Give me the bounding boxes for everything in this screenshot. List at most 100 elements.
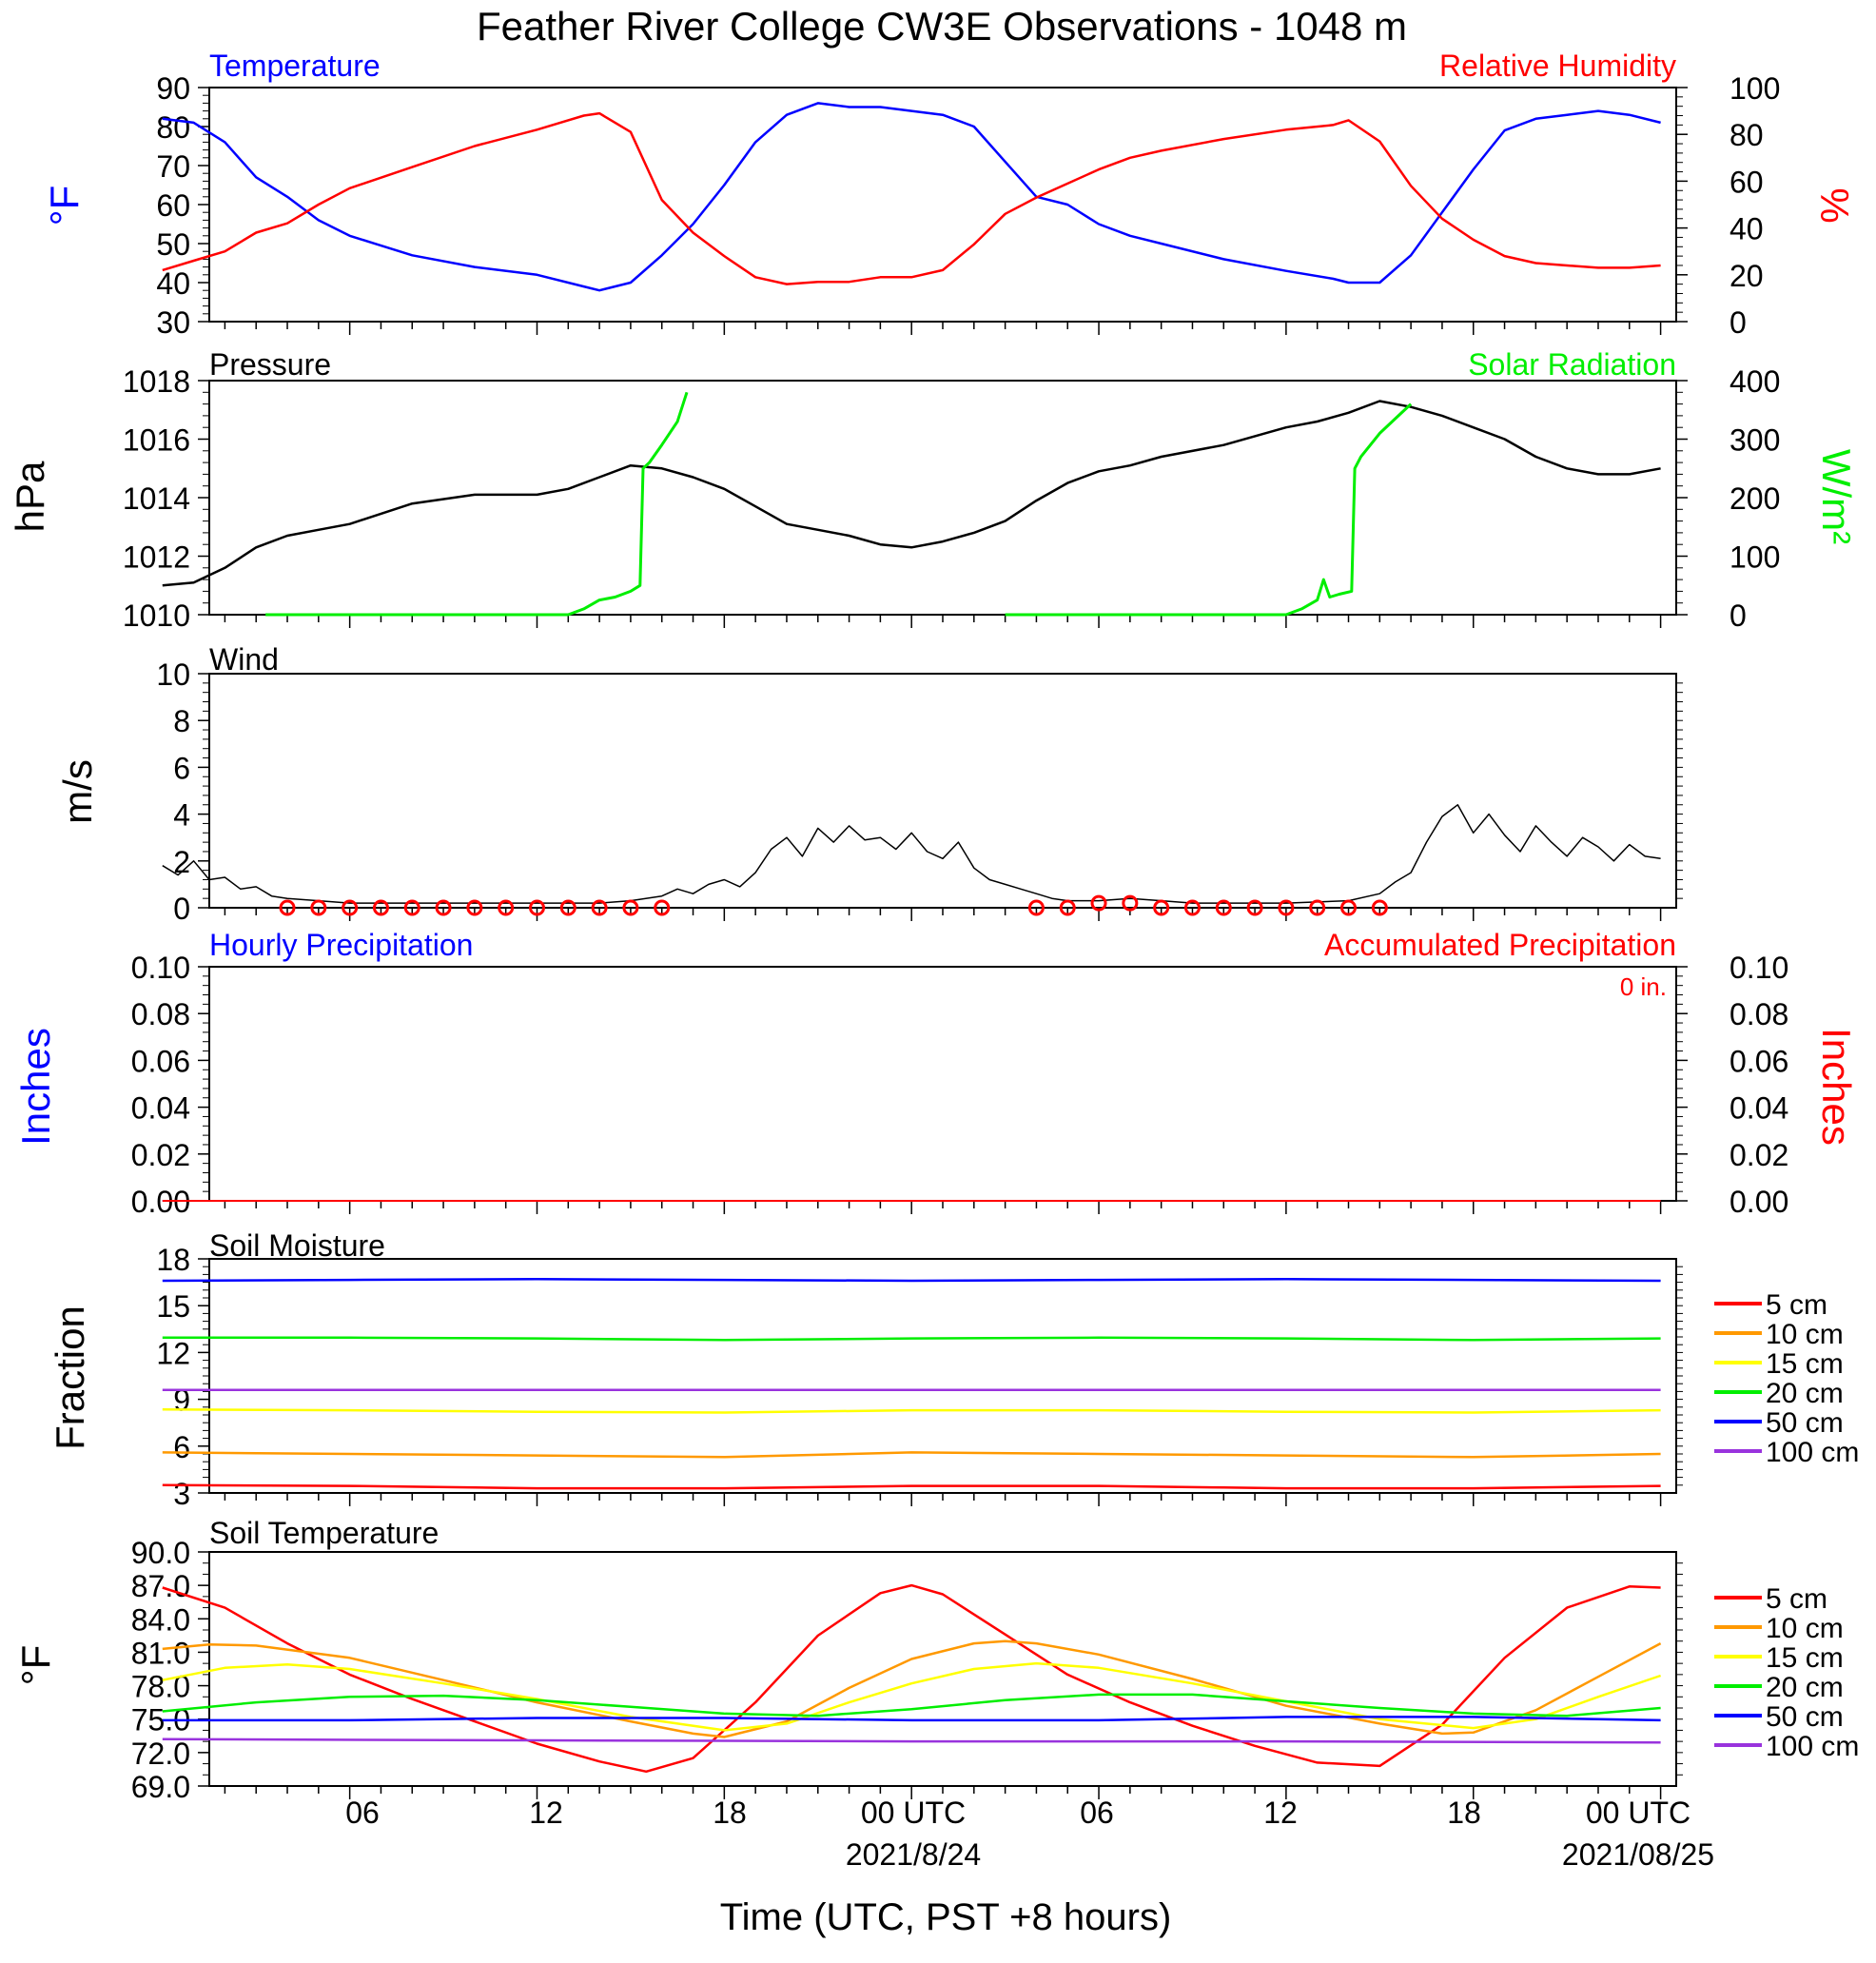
- precip-ytick-label-right: 0.10: [1729, 951, 1788, 985]
- calm-wind-marker: [435, 899, 452, 916]
- soil-temp-legend-label: 10 cm: [1766, 1613, 1844, 1644]
- x-tick-label-18a: 18: [713, 1796, 747, 1830]
- temp-ytick-label-right: 20: [1729, 259, 1764, 293]
- temp-ytick-label-left: 50: [156, 227, 190, 262]
- temp-ytick-label-left: 80: [156, 110, 190, 145]
- solar-unit-label: W/m²: [1814, 449, 1859, 544]
- precip-ytick-label-right: 0.04: [1729, 1091, 1788, 1126]
- soil-temp-legend-label: 50 cm: [1766, 1701, 1844, 1733]
- calm-wind-marker: [528, 899, 545, 916]
- calm-wind-marker: [372, 899, 389, 916]
- pressure-unit-label: hPa: [8, 461, 52, 532]
- soil-moisture-line-2: [162, 1408, 1661, 1414]
- soil-temp-line-3: [162, 1693, 1661, 1718]
- pressure-ytick-label-right: 300: [1729, 423, 1780, 458]
- soil-moisture-ytick-label-left: 12: [156, 1336, 190, 1370]
- precip-ytick-label-right: 0.02: [1729, 1138, 1788, 1172]
- soil-temp-line-0: [162, 1583, 1661, 1774]
- calm-wind-marker: [1340, 899, 1358, 916]
- pressure-title: Pressure: [209, 347, 331, 382]
- pressure-ytick-label-left: 1010: [123, 599, 190, 633]
- precip-ytick-label-right: 0.06: [1729, 1044, 1788, 1078]
- precip-left-unit-label: Inches: [13, 1028, 58, 1146]
- temp-unit-label: °F: [42, 186, 87, 226]
- soil-temp-title: Soil Temperature: [209, 1516, 439, 1550]
- pressure-ytick-label-left: 1018: [123, 364, 190, 399]
- wind-ytick-label-left: 0: [173, 892, 190, 926]
- calm-wind-marker: [1215, 899, 1232, 916]
- precip-ytick-label-right: 0.08: [1729, 997, 1788, 1031]
- x-tick-label-18b: 18: [1447, 1796, 1481, 1830]
- precip-ytick-label-left: 0.10: [131, 951, 190, 985]
- x-date-label-1: 2021/8/24: [846, 1837, 981, 1872]
- chart-title: Feather River College CW3E Observations …: [477, 4, 1407, 49]
- precip-right-unit-label: Inches: [1814, 1028, 1859, 1146]
- calm-wind-marker: [559, 899, 576, 916]
- calm-wind-marker: [654, 899, 671, 916]
- x-axis-title: Time (UTC, PST +8 hours): [720, 1896, 1172, 1938]
- soil-temp-legend-label: 100 cm: [1766, 1731, 1859, 1762]
- pressure-ytick-label-right: 100: [1729, 540, 1780, 575]
- soil-temp-ytick-label-left: 69.0: [131, 1770, 190, 1804]
- precip-ytick-label-right: 0.00: [1729, 1185, 1788, 1219]
- calm-wind-marker: [466, 899, 483, 916]
- calm-wind-marker: [310, 899, 327, 916]
- calm-wind-marker: [1153, 899, 1170, 916]
- pressure-line: [162, 400, 1661, 587]
- wind-ytick-label-left: 10: [156, 658, 190, 692]
- calm-wind-marker: [1059, 899, 1076, 916]
- precip-ytick-label-left: 0.06: [131, 1044, 190, 1078]
- soil-moisture-legend-label: 5 cm: [1766, 1289, 1827, 1321]
- solar-radiation-line-0: [265, 391, 689, 617]
- soil-moisture-line-1: [162, 1451, 1661, 1459]
- temp-ytick-label-left: 60: [156, 188, 190, 223]
- hourly-precip-title: Hourly Precipitation: [209, 928, 473, 962]
- x-tick-label-12a: 12: [529, 1796, 563, 1830]
- calm-wind-marker: [1309, 899, 1326, 916]
- wind-unit-label: m/s: [55, 759, 100, 824]
- soil-moisture-ytick-label-left: 18: [156, 1243, 190, 1277]
- pressure-ytick-label-right: 400: [1729, 364, 1780, 399]
- calm-wind-marker: [1278, 899, 1295, 916]
- calm-wind-marker: [622, 899, 639, 916]
- soil-moisture-title: Soil Moisture: [209, 1228, 385, 1263]
- soil-moisture-ytick-label-left: 15: [156, 1289, 190, 1324]
- wind-ytick-label-left: 4: [173, 798, 190, 833]
- wind-speed-line: [162, 804, 1661, 904]
- pressure-ytick-label-left: 1016: [123, 423, 190, 458]
- calm-wind-marker: [1246, 899, 1263, 916]
- relative-humidity-line: [162, 111, 1661, 285]
- accum-precip-annotation: 0 in.: [1620, 972, 1667, 1001]
- calm-wind-marker: [342, 899, 359, 916]
- rh-unit-label: %: [1812, 187, 1857, 223]
- soil-moisture-ytick-label-left: 9: [173, 1384, 190, 1418]
- wind-title: Wind: [209, 642, 279, 677]
- x-tick-label-06b: 06: [1080, 1796, 1114, 1830]
- soil-temp-ytick-label-left: 81.0: [131, 1636, 190, 1670]
- pressure-ytick-label-right: 0: [1729, 599, 1747, 633]
- calm-wind-marker: [498, 899, 515, 916]
- soil-temp-ytick-label-left: 87.0: [131, 1569, 190, 1603]
- soil-temp-legend-label: 15 cm: [1766, 1642, 1844, 1674]
- calm-wind-marker: [1183, 899, 1201, 916]
- soil-moisture-unit-label: Fraction: [48, 1305, 92, 1450]
- temperature-line: [162, 102, 1661, 292]
- soil-temp-unit-label: °F: [13, 1645, 58, 1685]
- soil-moisture-legend-label: 50 cm: [1766, 1407, 1844, 1439]
- soil-temp-ytick-label-left: 84.0: [131, 1602, 190, 1637]
- x-date-label-2: 2021/08/25: [1562, 1837, 1714, 1872]
- solar-title: Solar Radiation: [1468, 347, 1676, 382]
- soil-moisture-legend-label: 10 cm: [1766, 1319, 1844, 1350]
- temp-ytick-label-right: 60: [1729, 165, 1764, 199]
- temp-ytick-label-right: 80: [1729, 118, 1764, 152]
- temp-ytick-label-left: 40: [156, 266, 190, 301]
- precip-ytick-label-left: 0.04: [131, 1091, 190, 1126]
- soil-moisture-legend-label: 100 cm: [1766, 1437, 1859, 1468]
- calm-wind-marker: [591, 899, 608, 916]
- x-tick-label-06a: 06: [345, 1796, 380, 1830]
- x-tick-label-00a: 00 UTC: [861, 1796, 966, 1830]
- wind-ytick-label-left: 2: [173, 845, 190, 879]
- wind-ytick-label-left: 6: [173, 751, 190, 785]
